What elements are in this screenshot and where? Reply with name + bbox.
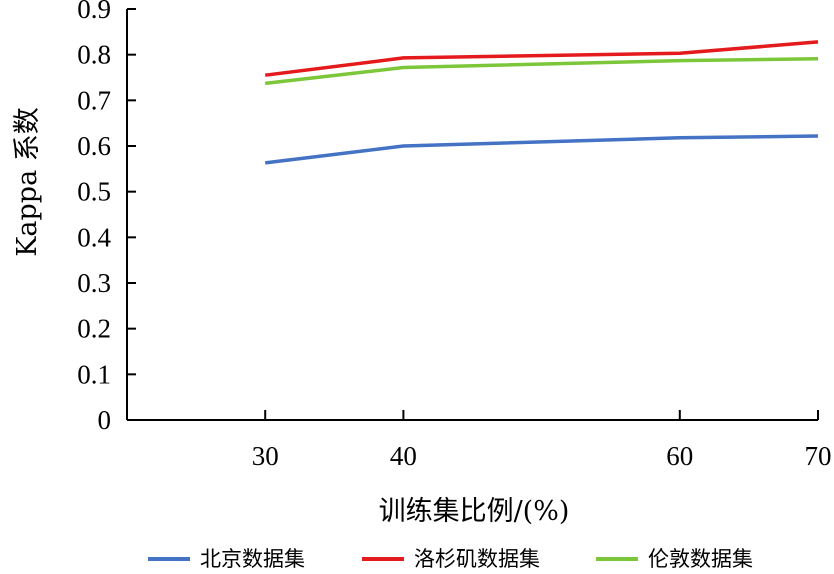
y-axis-ticks: 0 0.1 0.2 0.3 0.4 0.5 0.6 0.7 0.8 0.9: [77, 0, 136, 435]
y-tick-label: 0.2: [77, 314, 111, 344]
series-line-1: [264, 40, 819, 77]
x-axis-ticks: 30 40 60 70: [252, 410, 832, 471]
y-tick-label: 0.6: [77, 131, 111, 161]
x-tick-label: 70: [805, 441, 832, 471]
axes: [126, 9, 818, 421]
legend-label: 北京数据集: [200, 547, 305, 571]
legend-label: 洛杉矶数据集: [414, 547, 540, 571]
y-tick-label: 0.5: [77, 177, 111, 207]
series-line-2: [264, 57, 819, 86]
y-tick-label: 0.1: [77, 359, 111, 389]
y-tick-label: 0: [98, 405, 112, 435]
x-tick-label: 30: [252, 441, 279, 471]
x-axis-title: 训练集比例/(%): [379, 496, 570, 527]
x-tick-label: 60: [666, 441, 693, 471]
x-tick-label: 40: [390, 441, 417, 471]
y-axis-title: Kappa 系数: [12, 107, 43, 257]
legend: 北京数据集 洛杉矶数据集 伦敦数据集: [148, 547, 753, 571]
y-tick-label: 0.9: [77, 0, 111, 24]
legend-label: 伦敦数据集: [648, 547, 753, 571]
y-tick-label: 0.3: [77, 268, 111, 298]
y-tick-label: 0.4: [77, 222, 111, 252]
series-line-0: [264, 134, 819, 165]
y-tick-label: 0.7: [77, 85, 111, 115]
series-lines: [264, 40, 819, 165]
y-tick-label: 0.8: [77, 40, 111, 70]
